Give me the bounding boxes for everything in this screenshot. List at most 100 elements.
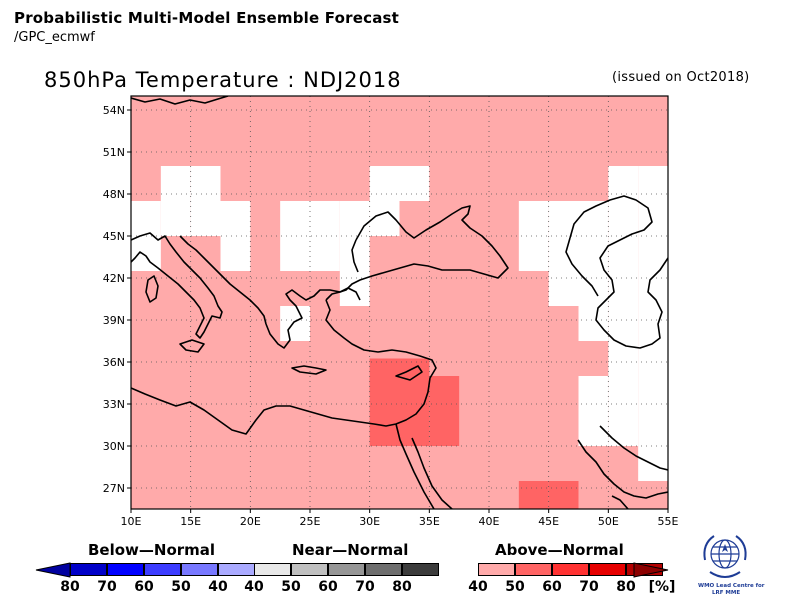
near-normal-cell bbox=[160, 201, 191, 236]
legend-swatch bbox=[181, 563, 218, 576]
near-normal-cell bbox=[280, 306, 310, 341]
legend-label: 60 bbox=[134, 579, 154, 595]
legend-label: 80 bbox=[392, 579, 412, 595]
lon-label: 20E bbox=[240, 515, 261, 528]
above-normal-50-cell bbox=[548, 481, 579, 509]
legend-label: 40 bbox=[244, 579, 264, 595]
logo-line2: LRF MME bbox=[712, 590, 741, 596]
legend-label: 50 bbox=[171, 579, 191, 595]
near-normal-cell bbox=[608, 201, 639, 236]
near-normal-cell bbox=[608, 376, 639, 411]
lon-label: 25E bbox=[300, 515, 321, 528]
legend-swatch bbox=[515, 563, 552, 576]
near-normal-cell bbox=[518, 201, 549, 236]
near-normal-cell bbox=[369, 166, 400, 201]
map-title: 850hPa Temperature : NDJ2018 bbox=[44, 68, 402, 92]
near-normal-cell bbox=[220, 236, 251, 271]
wmo-logo: WMO Lead Centre for LRF MME bbox=[692, 530, 764, 596]
legend-label: 70 bbox=[355, 579, 375, 595]
near-normal-cell bbox=[160, 166, 191, 201]
legend-swatch bbox=[328, 563, 365, 576]
legend-swatch bbox=[254, 563, 291, 576]
near-normal-cell bbox=[310, 236, 340, 271]
above-normal-50-cell bbox=[369, 358, 400, 394]
lat-label: 27N bbox=[103, 482, 125, 495]
near-normal-cell bbox=[578, 376, 609, 411]
above-normal-50-cell bbox=[518, 481, 549, 509]
legend-swatch bbox=[478, 563, 515, 576]
legend-swatch bbox=[552, 563, 589, 576]
legend-label: 70 bbox=[97, 579, 117, 595]
legend-label: 80 bbox=[616, 579, 636, 595]
legend-label: 50 bbox=[281, 579, 301, 595]
near-normal-cell bbox=[638, 446, 668, 481]
legend-label: 40 bbox=[208, 579, 228, 595]
legend-above-title: Above—Normal bbox=[495, 541, 624, 559]
legend-label: 40 bbox=[468, 579, 488, 595]
above-normal-50-cell bbox=[429, 376, 460, 411]
near-normal-cell bbox=[220, 201, 251, 236]
header-title: Probabilistic Multi-Model Ensemble Forec… bbox=[14, 9, 400, 27]
lon-label: 50E bbox=[598, 515, 619, 528]
above-normal-50-cell bbox=[369, 411, 400, 446]
issued-date: (issued on Oct2018) bbox=[612, 70, 750, 85]
lon-label: 35E bbox=[419, 515, 440, 528]
legend-label: 70 bbox=[579, 579, 599, 595]
legend-swatch bbox=[589, 563, 626, 576]
lat-label: 33N bbox=[103, 398, 125, 411]
legend-below-title: Below—Normal bbox=[88, 541, 216, 559]
near-normal-cell bbox=[608, 236, 639, 271]
near-normal-cell bbox=[190, 201, 221, 236]
above-normal-50-cell bbox=[429, 411, 460, 446]
lon-label: 45E bbox=[538, 515, 559, 528]
below-arrow-icon bbox=[35, 562, 71, 578]
lon-label: 55E bbox=[658, 515, 679, 528]
logo-line1: WMO Lead Centre for bbox=[698, 583, 765, 589]
near-normal-cell bbox=[339, 201, 370, 236]
near-normal-cell bbox=[578, 306, 609, 341]
legend-swatch bbox=[365, 563, 402, 576]
near-normal-cell bbox=[638, 306, 668, 341]
legend-label: 50 bbox=[505, 579, 525, 595]
near-normal-cell bbox=[608, 306, 639, 341]
legend-swatch bbox=[291, 563, 328, 576]
near-normal-cell bbox=[399, 166, 430, 201]
lat-label: 54N bbox=[103, 104, 125, 117]
near-normal-cell bbox=[548, 271, 579, 306]
near-normal-cell bbox=[638, 166, 668, 201]
near-normal-cell bbox=[339, 271, 370, 306]
coastlines bbox=[131, 96, 668, 509]
lon-label: 10E bbox=[121, 515, 142, 528]
lat-label: 30N bbox=[103, 440, 125, 453]
lat-label: 42N bbox=[103, 272, 125, 285]
lat-label: 45N bbox=[103, 230, 125, 243]
above-arrow-icon bbox=[633, 562, 669, 578]
legend-swatch bbox=[402, 563, 439, 576]
lon-label: 30E bbox=[359, 515, 380, 528]
near-normal-cell bbox=[310, 201, 340, 236]
near-normal-cell bbox=[131, 201, 161, 236]
legend-label: 60 bbox=[318, 579, 338, 595]
legend-label: 60 bbox=[542, 579, 562, 595]
lat-label: 51N bbox=[103, 146, 125, 159]
lat-label: 39N bbox=[103, 314, 125, 327]
near-normal-cell bbox=[608, 411, 639, 446]
near-normal-cell bbox=[548, 201, 579, 236]
near-normal-cell bbox=[518, 236, 549, 271]
lon-label: 40E bbox=[479, 515, 500, 528]
near-normal-cell bbox=[608, 166, 639, 201]
near-normal-cell bbox=[638, 376, 668, 411]
legend-unit: [%] bbox=[648, 579, 676, 595]
near-normal-cell bbox=[638, 411, 668, 446]
above-normal-50-cell bbox=[399, 411, 430, 446]
legend-near-title: Near—Normal bbox=[292, 541, 409, 559]
above-normal-50-cell bbox=[399, 358, 430, 394]
legend-swatch bbox=[107, 563, 144, 576]
legend-swatch bbox=[144, 563, 181, 576]
lat-label: 36N bbox=[103, 356, 125, 369]
wmo-emblem-icon bbox=[703, 535, 747, 578]
near-normal-cell bbox=[280, 201, 310, 236]
near-normal-cell bbox=[131, 236, 161, 271]
